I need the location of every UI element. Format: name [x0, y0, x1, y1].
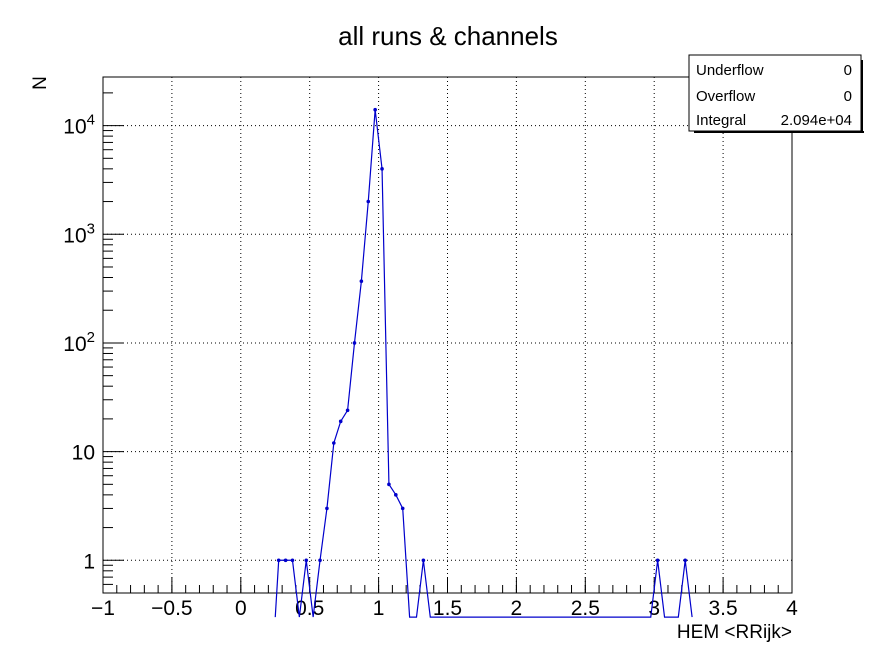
x-tick-label: 1	[373, 597, 385, 620]
data-point	[304, 558, 309, 563]
data-point	[683, 558, 688, 563]
x-tick-label: 4	[786, 597, 798, 620]
data-point	[283, 558, 288, 563]
y-tick-label: 103	[63, 220, 95, 247]
x-tick-label: 2	[511, 597, 523, 620]
x-tick-label: −1	[91, 597, 115, 620]
data-point	[366, 199, 371, 204]
data-point	[338, 419, 343, 424]
data-series	[274, 107, 693, 618]
x-tick-label: 2.5	[571, 597, 600, 620]
data-point	[276, 558, 281, 563]
chart-title: all runs & channels	[338, 21, 558, 51]
data-point	[332, 441, 336, 445]
data-point	[387, 482, 391, 487]
x-tick-label: 0	[235, 597, 247, 620]
data-point	[400, 506, 405, 511]
y-axis-title: N	[30, 76, 51, 90]
y-tick-labels: 1 10 102 103 104	[63, 112, 95, 574]
data-point	[325, 506, 329, 511]
data-point	[345, 408, 350, 413]
x-tick-label: 0.5	[295, 597, 324, 620]
stats-overflow-value: 0	[844, 88, 852, 105]
y-tick-label: 102	[63, 329, 95, 356]
data-point	[359, 279, 364, 283]
stats-box-frame	[688, 54, 862, 132]
x-tick-label: 3.5	[708, 597, 737, 620]
data-point	[380, 167, 384, 171]
data-point	[373, 107, 377, 112]
x-tick-label: −0.5	[151, 597, 192, 620]
data-point	[318, 558, 322, 563]
stats-underflow-label: Underflow	[696, 62, 764, 79]
x-tick-label: 1.5	[433, 597, 462, 620]
data-point	[655, 558, 660, 563]
data-point	[421, 558, 426, 563]
grid	[103, 77, 792, 593]
data-point	[290, 558, 295, 563]
x-axis-title: HEM <RRijk>	[677, 622, 792, 643]
stats-integral-value: 2.094e+04	[781, 112, 852, 129]
y-tick-label: 1	[83, 550, 95, 573]
plot-frame	[102, 76, 793, 594]
stats-underflow-value: 0	[844, 62, 852, 79]
x-tick-label: 3	[648, 597, 660, 620]
data-point	[394, 493, 398, 497]
y-tick-label: 10	[72, 442, 95, 465]
stats-overflow-label: Overflow	[696, 88, 755, 105]
stats-box: Underflow 0 Overflow 0 Integral 2.094e+0…	[688, 54, 864, 133]
stats-integral-label: Integral	[696, 112, 746, 129]
data-point	[352, 341, 357, 345]
series-line	[274, 109, 693, 618]
y-tick-label: 104	[63, 112, 95, 139]
x-tick-labels: −1 −0.5 0 0.5 1 1.5 2 2.5 3 3.5 4	[91, 597, 798, 620]
